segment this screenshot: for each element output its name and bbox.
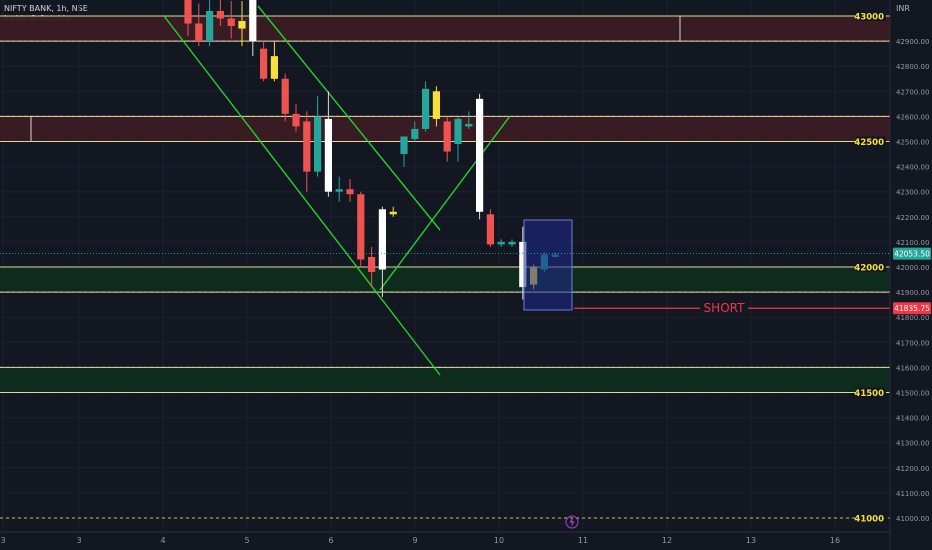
trendline[interactable] [163, 15, 441, 376]
current-price-badge [893, 247, 931, 260]
y-tick-label: 41400.00 [896, 415, 929, 423]
candle-body[interactable] [292, 113, 300, 127]
level-label-bg [856, 513, 886, 523]
y-tick-label: 42000.00 [896, 264, 929, 272]
candle-body[interactable] [443, 121, 451, 152]
y-tick-label: 42300.00 [896, 189, 929, 197]
candle-body[interactable] [335, 189, 343, 192]
y-tick-label: 41700.00 [896, 339, 929, 347]
level-label-bg [856, 262, 886, 272]
lightning-icon-ring [565, 515, 579, 529]
short-price-badge [893, 302, 931, 315]
y-tick-label: 41300.00 [896, 440, 929, 448]
y-tick-label: 42200.00 [896, 214, 929, 222]
short-label-bg [700, 300, 748, 317]
candle-body[interactable] [454, 118, 462, 145]
y-tick-label: 42400.00 [896, 164, 929, 172]
candle-body[interactable] [195, 23, 203, 42]
candle-body[interactable] [422, 88, 430, 129]
candle-body[interactable] [486, 214, 494, 245]
candle-body[interactable] [411, 128, 419, 139]
resistance-zone [0, 16, 890, 42]
y-tick-label: 42800.00 [896, 63, 929, 71]
y-tick-label: 41200.00 [896, 465, 929, 473]
x-tick-label: 9 [412, 536, 417, 545]
current-price-label: 42053.50 [894, 250, 930, 259]
y-tick-label: 41100.00 [896, 490, 929, 498]
candle-body[interactable] [249, 0, 257, 42]
y-tick-label: 41900.00 [896, 289, 929, 297]
lightning-icon[interactable] [565, 515, 579, 529]
y-tick-label: 42600.00 [896, 113, 929, 121]
y-tick-label: 42900.00 [896, 38, 929, 46]
support-zone [0, 267, 890, 293]
candle-body[interactable] [476, 98, 484, 212]
candle-body[interactable] [432, 91, 440, 119]
candle-body[interactable] [314, 116, 322, 172]
symbol-title: NIFTY BANK, 1h, NSE [4, 4, 88, 13]
x-tick-label: 11 [578, 536, 588, 545]
x-tick-label: 10 [494, 536, 504, 545]
candle-body[interactable] [465, 123, 473, 127]
y-tick-label: 41500.00 [896, 390, 929, 398]
candle-body[interactable] [270, 56, 278, 79]
x-tick-label: 3 [76, 536, 81, 545]
candle-body[interactable] [497, 241, 505, 245]
level-label: 42500 [854, 138, 884, 148]
currency-label: INR [896, 4, 910, 13]
candle-body[interactable] [324, 118, 332, 192]
x-tick-label: 4 [160, 536, 165, 545]
support-zone [0, 367, 890, 393]
candle-body[interactable] [184, 0, 192, 24]
candle-body[interactable] [216, 10, 224, 19]
short-price-label: 41835.75 [894, 304, 930, 313]
candle-body[interactable] [260, 48, 268, 79]
level-label: 41000 [854, 515, 884, 525]
candle-body[interactable] [238, 21, 246, 29]
x-tick-label: 3 [0, 536, 5, 545]
y-tick-label: 42500.00 [896, 139, 929, 147]
candle-body[interactable] [227, 18, 235, 27]
level-label: 43000 [854, 13, 884, 23]
candle-body[interactable] [519, 241, 527, 288]
y-tick-label: 41000.00 [896, 515, 929, 523]
y-tick-label: 42700.00 [896, 88, 929, 96]
y-tick-label: 41600.00 [896, 364, 929, 372]
x-tick-label: 6 [328, 536, 333, 545]
level-label-bg [856, 387, 886, 398]
x-tick-label: 13 [746, 536, 756, 545]
candles [184, 0, 559, 300]
candle-body[interactable] [508, 241, 516, 245]
candle-body[interactable] [400, 136, 408, 155]
candle-body[interactable] [368, 256, 376, 273]
price-axis[interactable] [890, 0, 932, 550]
trendline[interactable] [257, 5, 441, 231]
candle-body[interactable] [206, 10, 214, 42]
grid [0, 0, 890, 532]
candle-body[interactable] [378, 209, 386, 270]
candle-body[interactable] [281, 78, 289, 114]
short-label: SHORT [704, 301, 746, 315]
candle-body[interactable] [357, 194, 365, 260]
time-axis[interactable] [0, 532, 890, 550]
lightning-icon-bolt [569, 517, 575, 527]
candle-body[interactable] [346, 189, 354, 195]
selection-box[interactable] [523, 219, 573, 311]
level-label: 41500 [854, 389, 884, 399]
x-tick-label: 16 [830, 536, 840, 545]
level-label-bg [856, 136, 886, 147]
y-tick-label: 41800.00 [896, 314, 929, 322]
trendline[interactable] [379, 115, 511, 291]
x-tick-label: 12 [662, 536, 672, 545]
candle-body[interactable] [389, 211, 397, 215]
level-label: 42000 [854, 264, 884, 274]
y-tick-label: 42100.00 [896, 239, 929, 247]
x-tick-label: 5 [244, 536, 249, 545]
level-label-bg [856, 11, 886, 21]
candle-body[interactable] [303, 121, 311, 172]
